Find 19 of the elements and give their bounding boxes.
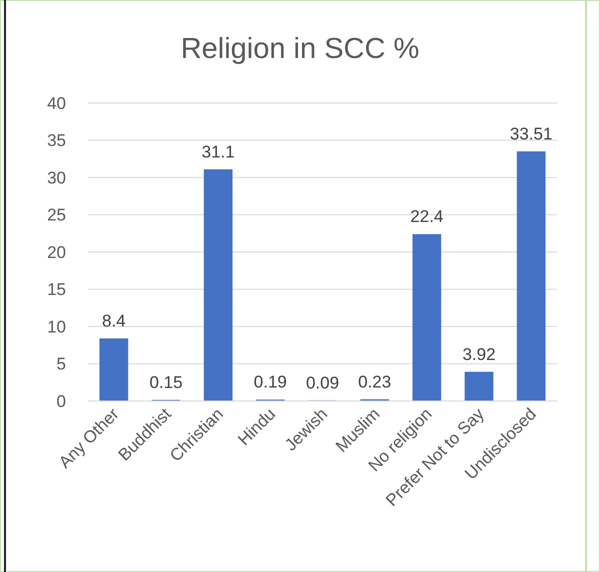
y-tick-label: 25 [47, 206, 66, 225]
y-tick-label: 40 [47, 94, 66, 113]
y-tick-label: 15 [47, 280, 66, 300]
data-label: 22.4 [410, 207, 444, 226]
y-tick-label: 5 [56, 354, 66, 374]
data-label: 8.4 [102, 311, 126, 330]
chart-title: Religion in SCC % [180, 33, 420, 65]
data-label: 33.51 [510, 124, 552, 144]
data-label: 31.1 [202, 142, 235, 162]
data-label: 0.23 [358, 372, 392, 392]
y-tick-label: 0 [56, 392, 66, 411]
y-tick-label: 20 [47, 242, 66, 262]
data-label: 0.19 [254, 372, 287, 392]
y-tick-label: 10 [47, 317, 66, 336]
data-label: 0.09 [306, 373, 340, 392]
y-tick-label: 30 [47, 168, 66, 188]
y-tick-label: 35 [47, 131, 66, 150]
data-label: 0.15 [149, 372, 183, 392]
data-label: 3.92 [462, 344, 496, 364]
